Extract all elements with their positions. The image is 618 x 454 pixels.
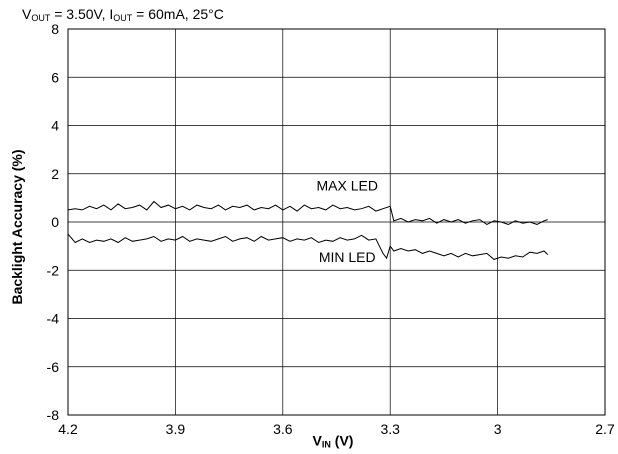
series-label-max-led: MAX LED [317,178,378,194]
series-label-min-led: MIN LED [319,249,376,265]
y-tick-label: 8 [51,21,59,37]
y-tick-label: -4 [47,311,60,327]
x-tick-label: 3.6 [273,421,293,437]
y-tick-label: 4 [51,118,59,134]
x-tick-label: 3.3 [380,421,400,437]
series-line-max-led [67,200,548,225]
x-tick-label: 2.7 [595,421,615,437]
series-line-min-led [67,233,549,260]
y-tick-label: 0 [51,214,59,230]
y-tick-label: -6 [47,359,60,375]
x-tick-label: 3 [494,421,502,437]
x-tick-label: 3.9 [166,421,186,437]
y-tick-label: -2 [47,262,60,278]
y-tick-label: -8 [47,407,60,423]
x-axis-label: VIN (V) [312,432,354,450]
x-tick-label: 4.2 [58,421,78,437]
y-tick-label: 2 [51,166,59,182]
test-conditions: VOUT = 3.50V, IOUT = 60mA, 25°C [22,6,224,23]
y-tick-label: 6 [51,69,59,85]
y-axis-label: Backlight Accuracy (%) [9,149,25,305]
